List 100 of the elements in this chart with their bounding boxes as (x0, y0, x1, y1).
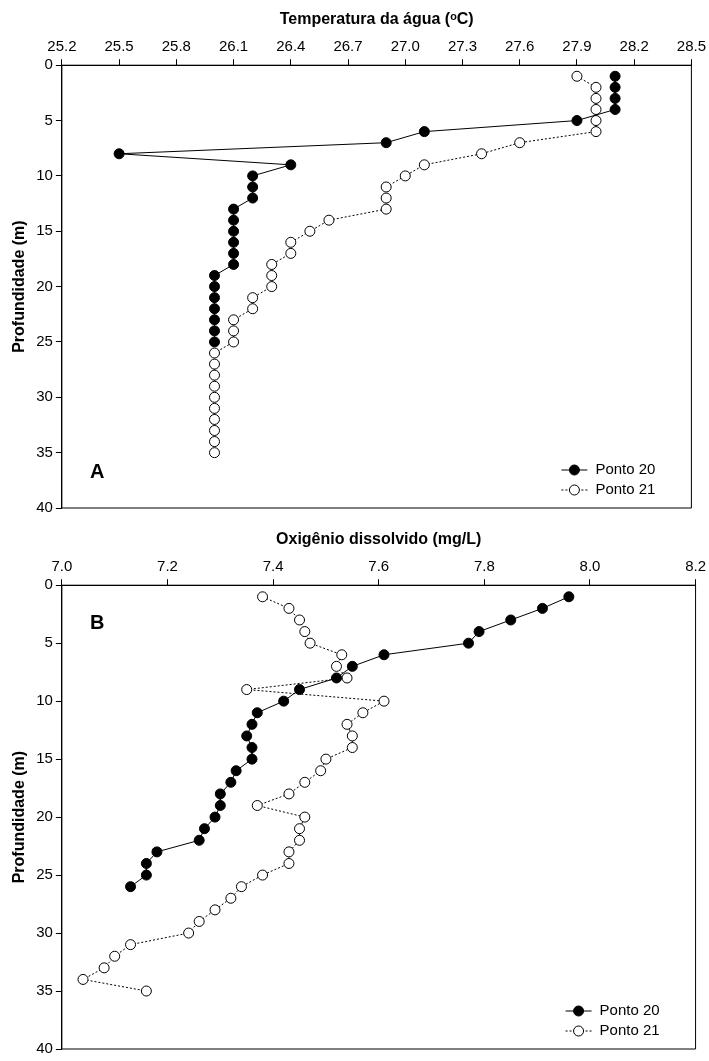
point (378, 695, 390, 707)
y-tick-label: 40 (36, 498, 53, 516)
point (125, 939, 137, 951)
x-tick-label: 28.2 (619, 37, 649, 55)
point (251, 707, 263, 719)
point (505, 614, 517, 626)
point (285, 236, 297, 248)
point (590, 81, 602, 93)
point (209, 402, 220, 414)
point (473, 626, 485, 638)
y-tick-label: 30 (36, 387, 53, 405)
point (228, 258, 240, 270)
point (285, 247, 297, 259)
point (140, 857, 152, 869)
point (278, 695, 290, 707)
y-tick-label: 5 (44, 633, 53, 651)
y-tick-label: 25 (36, 332, 53, 350)
point (209, 336, 220, 348)
point (228, 336, 240, 348)
x-tick-label: 28.5 (676, 37, 706, 55)
x-tick-label: 7.2 (157, 557, 178, 575)
point (193, 834, 205, 846)
point (341, 672, 353, 684)
point (209, 380, 220, 392)
point (247, 192, 259, 204)
y-tick-label: 40 (36, 1039, 53, 1057)
y-tick-label: 35 (36, 981, 53, 999)
point (590, 115, 602, 127)
legend-label: Ponto 21 (599, 1021, 660, 1039)
point (209, 303, 220, 315)
point (266, 258, 278, 270)
x-tick-label: 27.9 (562, 37, 592, 55)
point (283, 602, 295, 614)
point (214, 800, 226, 812)
point (378, 649, 390, 661)
point (346, 660, 358, 672)
point (357, 707, 369, 719)
point (151, 846, 163, 858)
x-tick-label: 26.4 (276, 37, 306, 55)
point (209, 325, 220, 337)
point (209, 347, 220, 359)
point (380, 137, 392, 149)
point (209, 436, 220, 448)
point (341, 718, 353, 730)
y-tick-label: 15 (36, 749, 53, 767)
point (590, 92, 602, 104)
point (609, 103, 621, 115)
point (247, 170, 259, 182)
y-axis-title: Profundidade (m) (10, 750, 28, 884)
x-tick-label: 8.0 (579, 557, 601, 575)
point (283, 857, 295, 869)
point (246, 742, 258, 754)
point (98, 962, 110, 974)
point (609, 92, 621, 104)
point (399, 170, 411, 182)
x-tick-label: 25.2 (47, 37, 77, 55)
point (228, 314, 240, 326)
x-tick-label: 7.4 (262, 557, 284, 575)
point (294, 684, 306, 696)
point (209, 447, 220, 459)
point (294, 823, 306, 835)
y-tick-label: 10 (36, 166, 53, 184)
x-tick-label: 7.8 (473, 557, 495, 575)
point (590, 126, 602, 138)
point (294, 614, 306, 626)
point (418, 159, 430, 171)
point (246, 718, 258, 730)
annotation: B (89, 610, 105, 633)
y-tick-label: 30 (36, 923, 53, 941)
y-tick-label: 0 (44, 55, 53, 73)
point (346, 730, 358, 742)
point (209, 314, 220, 326)
point (77, 973, 89, 985)
point (113, 148, 125, 160)
x-tick-label: 27.0 (390, 37, 420, 55)
x-tick-label: 26.1 (218, 37, 249, 55)
point (476, 148, 488, 160)
point (140, 869, 152, 881)
x-tick-label: 27.6 (505, 37, 535, 55)
point (241, 730, 253, 742)
point (536, 602, 548, 614)
legend-label: Ponto 20 (599, 1001, 660, 1019)
point (336, 649, 348, 661)
point (571, 70, 583, 82)
y-axis-title: Profundidade (m) (10, 220, 28, 353)
legend-label: Ponto 21 (595, 480, 656, 498)
point (285, 159, 297, 171)
point (346, 742, 358, 754)
point (418, 126, 430, 138)
point (246, 753, 258, 765)
y-tick-label: 5 (44, 110, 53, 128)
point (283, 846, 295, 858)
point (214, 788, 226, 800)
point (330, 660, 342, 672)
point (228, 236, 240, 248)
point (109, 950, 121, 962)
x-tick-label: 7.0 (51, 557, 73, 575)
y-tick-label: 35 (36, 442, 53, 460)
point (209, 413, 220, 425)
point (323, 214, 335, 226)
